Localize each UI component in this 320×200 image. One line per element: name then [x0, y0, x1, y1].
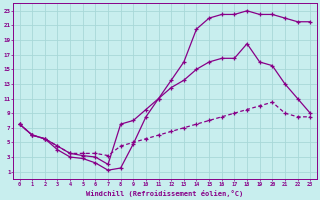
X-axis label: Windchill (Refroidissement éolien,°C): Windchill (Refroidissement éolien,°C): [86, 190, 244, 197]
